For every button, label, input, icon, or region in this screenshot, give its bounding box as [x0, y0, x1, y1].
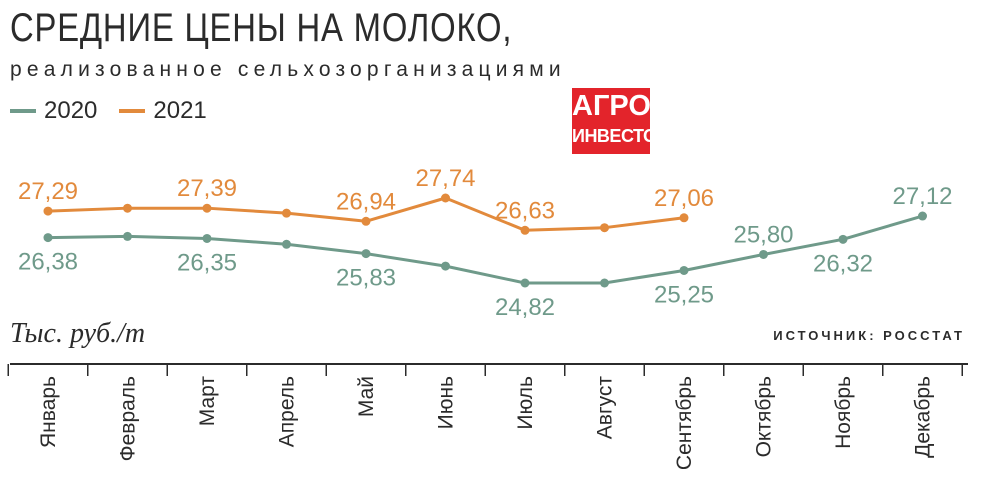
- data-label-2021: 27,29: [18, 178, 78, 205]
- units-label: Тыс. руб./т: [10, 318, 146, 349]
- data-label-2020: 26,38: [18, 249, 78, 276]
- logo-line-1: АГРО: [572, 90, 651, 122]
- data-label-2021: 27,06: [654, 185, 714, 212]
- x-tick-label: Декабрь: [912, 376, 935, 458]
- data-point-2021: [600, 223, 609, 233]
- data-point-2020: [123, 231, 132, 241]
- x-tick-label: Ноябрь: [832, 376, 855, 449]
- legend: 2020 2021: [10, 96, 229, 126]
- data-label-2020: 27,12: [892, 183, 952, 210]
- data-point-2020: [43, 233, 53, 243]
- data-point-2020: [441, 261, 450, 271]
- x-tick-label: Июнь: [435, 376, 458, 429]
- agroinvestor-logo: АГРО ИНВЕСТОР: [572, 88, 669, 154]
- data-point-2020: [282, 239, 291, 249]
- data-label-2020: 24,82: [495, 294, 555, 321]
- data-point-2021: [441, 193, 450, 203]
- x-tick-label: Сентябрь: [673, 376, 696, 470]
- data-point-2021: [282, 208, 291, 218]
- legend-swatch-2021: [119, 109, 146, 113]
- x-tick-label: Май: [355, 376, 378, 417]
- data-point-2021: [679, 213, 689, 223]
- legend-item-2020: 2020: [10, 97, 97, 125]
- x-tick-label: Февраль: [117, 376, 140, 461]
- data-point-2020: [918, 211, 927, 221]
- legend-item-2021: 2021: [119, 97, 207, 125]
- data-point-2020: [361, 249, 371, 259]
- data-point-2020: [202, 233, 212, 243]
- data-point-2021: [43, 206, 53, 216]
- logo-line-2: ИНВЕСТОР: [572, 126, 669, 146]
- data-point-2020: [520, 278, 530, 288]
- x-tick-label: Август: [594, 376, 617, 440]
- data-label-2020: 25,83: [336, 265, 396, 292]
- legend-swatch-2020: [10, 109, 36, 113]
- x-tick-label: Октябрь: [753, 376, 776, 457]
- series-line-2020: [47, 214, 923, 285]
- chart-title: СРЕДНИЕ ЦЕНЫ НА МОЛОКО,: [10, 6, 513, 50]
- data-label-2020: 25,25: [654, 281, 714, 308]
- data-point-2021: [123, 203, 132, 213]
- source-label: ИСТОЧНИК: РОССТАТ: [773, 328, 965, 343]
- data-point-2021: [361, 216, 371, 226]
- x-tick-label: Март: [196, 376, 219, 427]
- x-tick-label: Апрель: [276, 376, 299, 447]
- x-tick-label: Январь: [37, 376, 60, 448]
- data-label-2020: 26,32: [813, 250, 873, 277]
- data-label-2021: 27,74: [415, 165, 475, 192]
- data-point-2021: [520, 225, 530, 235]
- data-label-2020: 25,80: [733, 221, 793, 248]
- data-label-2021: 26,94: [336, 188, 396, 215]
- data-point-2020: [600, 278, 609, 288]
- legend-label-2020: 2020: [44, 97, 98, 124]
- data-label-2020: 26,35: [177, 249, 237, 276]
- data-point-2020: [838, 234, 848, 244]
- x-tick-label: Июль: [514, 376, 537, 430]
- data-point-2020: [759, 249, 768, 259]
- data-point-2020: [679, 265, 689, 275]
- data-label-2021: 26,63: [495, 197, 555, 224]
- data-label-2021: 27,39: [177, 175, 237, 202]
- legend-label-2021: 2021: [153, 97, 207, 124]
- chart-subtitle: реализованное сельхозорганизациями: [10, 58, 566, 81]
- data-point-2021: [202, 203, 212, 213]
